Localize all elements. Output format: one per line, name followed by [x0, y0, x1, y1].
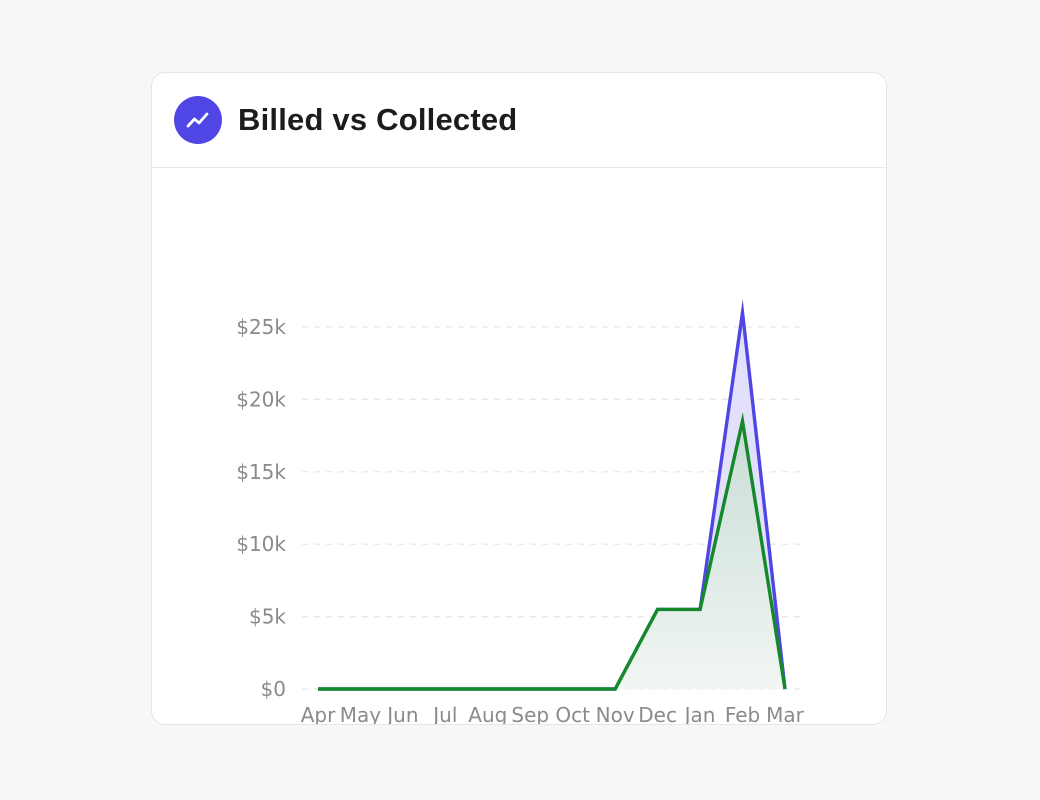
y-tick-label: $20k	[236, 387, 286, 411]
x-tick-label: Dec	[638, 703, 677, 725]
x-tick-label: Sep	[511, 703, 549, 725]
x-tick-label: Apr	[301, 703, 336, 725]
collected-line	[318, 412, 787, 691]
y-tick-label: $10k	[236, 532, 286, 556]
x-tick-label: Nov	[596, 703, 635, 725]
billed-vs-collected-chart: $0 $5k $10k $15k $20k $25k Apr May Jun Jul Aug Sep…	[236, 299, 805, 725]
chart-card: Billed vs Collected $0 $5k $10k $15k $20k $25…	[151, 72, 887, 725]
x-tick-label: Jun	[385, 703, 418, 725]
x-tick-label: Jan	[683, 703, 716, 725]
collected-area	[318, 421, 785, 689]
x-tick-label: Jul	[431, 703, 457, 725]
y-tick-label: $0	[261, 677, 286, 701]
x-tick-label: Mar	[766, 703, 805, 725]
x-tick-label: Feb	[725, 703, 760, 725]
x-tick-label: Oct	[555, 703, 590, 725]
trending-up-icon	[174, 96, 222, 144]
card-title: Billed vs Collected	[238, 102, 518, 137]
card-header: Billed vs Collected	[152, 73, 886, 168]
y-tick-label: $15k	[236, 460, 286, 484]
x-tick-label: Aug	[468, 703, 507, 725]
y-tick-label: $5k	[249, 605, 286, 629]
x-tick-label: May	[340, 703, 382, 725]
chart-area: $0 $5k $10k $15k $20k $25k Apr May Jun Jul Aug Sep…	[152, 168, 886, 725]
y-tick-label: $25k	[236, 315, 286, 339]
